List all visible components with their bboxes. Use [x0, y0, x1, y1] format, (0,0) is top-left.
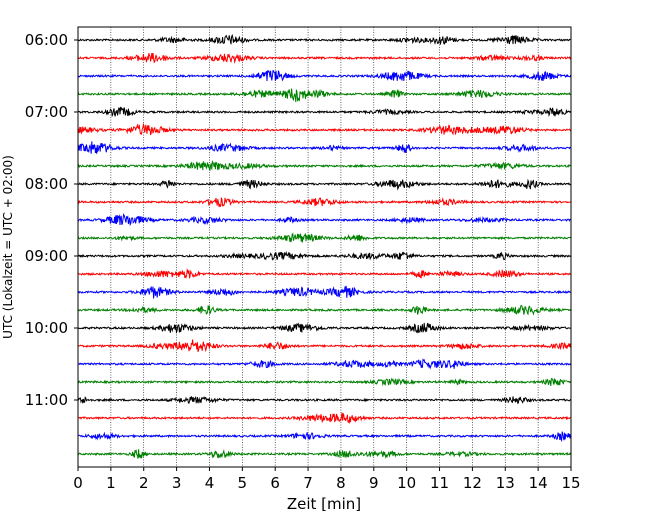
x-tick-label: 1 — [106, 474, 116, 492]
x-tick-label: 11 — [430, 474, 449, 492]
trace-line-0700 — [77, 106, 572, 118]
trace-line-0900 — [77, 250, 571, 261]
y-tick-label: 10:00 — [25, 319, 68, 337]
x-tick-label: 3 — [172, 474, 182, 492]
x-tick-label: 12 — [463, 474, 482, 492]
trace-line-0800 — [77, 178, 571, 191]
x-tick-label: 7 — [303, 474, 313, 492]
x-tick-label: 10 — [397, 474, 416, 492]
y-tick-label: 08:00 — [25, 175, 68, 193]
trace-line-1000 — [77, 322, 571, 334]
x-tick-label: 9 — [369, 474, 379, 492]
y-tick-label: 09:00 — [25, 247, 68, 265]
y-tick-label: 11:00 — [25, 391, 68, 409]
trace-line-0715 — [77, 122, 572, 136]
trace-line-0915 — [77, 268, 571, 279]
x-tick-label: 2 — [139, 474, 149, 492]
plot-frame — [77, 26, 572, 468]
x-tick-label: 4 — [205, 474, 215, 492]
trace-line-0600 — [77, 33, 571, 46]
trace-line-1145 — [77, 449, 572, 459]
x-tick-label: 5 — [238, 474, 248, 492]
y-tick-layer: 06:00 07:00 08:00 09:00 10:00 11:00 — [25, 31, 78, 409]
x-tick-label: 8 — [336, 474, 346, 492]
trace-layer — [77, 33, 572, 459]
trace-line-1015 — [77, 339, 572, 353]
trace-line-1100 — [77, 395, 571, 405]
grid-layer — [110, 27, 539, 467]
x-axis-label: Zeit [min] — [287, 495, 361, 513]
y-tick-label: 06:00 — [25, 31, 68, 49]
trace-line-0815 — [77, 197, 571, 208]
x-tick-label: 14 — [529, 474, 548, 492]
trace-line-0930 — [77, 285, 571, 299]
trace-line-1115 — [77, 412, 571, 425]
x-tick-label: 13 — [496, 474, 515, 492]
x-tick-label: 6 — [270, 474, 280, 492]
y-axis-label: UTC (Lokalzeit = UTC + 02:00) — [1, 155, 15, 339]
x-tick-label: 0 — [73, 474, 83, 492]
y-tick-label: 07:00 — [25, 103, 68, 121]
trace-line-1030 — [77, 358, 572, 370]
x-tick-layer: 0 1 2 3 4 5 6 7 8 9 10 11 12 13 14 15 — [73, 467, 581, 492]
trace-line-0745 — [77, 160, 571, 172]
trace-line-0615 — [77, 52, 572, 64]
trace-line-0645 — [77, 88, 571, 103]
trace-line-0730 — [77, 141, 571, 154]
trace-line-0945 — [77, 304, 572, 316]
trace-line-0830 — [77, 213, 571, 227]
trace-line-0845 — [77, 232, 571, 243]
x-tick-label: 15 — [561, 474, 580, 492]
trace-line-1130 — [77, 431, 572, 443]
trace-line-1045 — [77, 377, 572, 387]
trace-line-0630 — [77, 69, 572, 82]
